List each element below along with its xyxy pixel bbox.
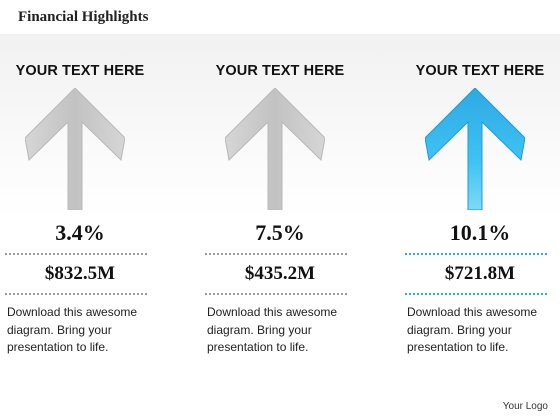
divider — [5, 293, 147, 295]
amount-value: $721.8M — [444, 263, 516, 284]
amount-value: $832.5M — [44, 263, 116, 284]
percent-value: 10.1% — [449, 220, 511, 245]
highlight-column-2: YOUR TEXT HERE 7.5% $435.2M Download thi… — [200, 0, 370, 420]
description-text: Download this awesome diagram. Bring you… — [207, 305, 338, 354]
divider — [405, 293, 547, 295]
slide-title: Financial Highlights — [18, 9, 149, 25]
up-arrow-icon — [25, 88, 125, 210]
logo-text: Your Logo — [502, 401, 548, 412]
percent-value: 3.4% — [55, 220, 105, 245]
divider — [205, 253, 347, 255]
divider — [5, 253, 147, 255]
description-text: Download this awesome diagram. Bring you… — [407, 305, 538, 354]
description-text: Download this awesome diagram. Bring you… — [7, 305, 138, 354]
up-arrow-icon — [225, 88, 325, 210]
divider — [205, 293, 347, 295]
highlight-column-3: YOUR TEXT HERE 10.1% $721.8M Download th… — [400, 0, 560, 420]
column-heading: YOUR TEXT HERE — [15, 63, 145, 79]
highlight-column-1: YOUR TEXT HERE 3.4% $832.5M Download thi… — [0, 0, 170, 420]
column-heading: YOUR TEXT HERE — [215, 63, 345, 79]
column-heading: YOUR TEXT HERE — [415, 63, 545, 79]
divider — [405, 253, 547, 255]
up-arrow-icon — [425, 88, 525, 210]
percent-value: 7.5% — [255, 220, 305, 245]
amount-value: $435.2M — [244, 263, 316, 284]
